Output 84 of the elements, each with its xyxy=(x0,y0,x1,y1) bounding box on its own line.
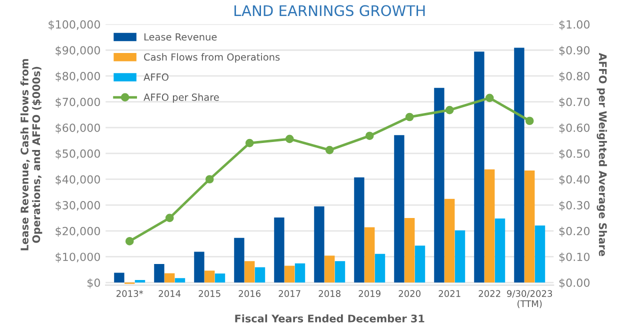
bar xyxy=(354,177,364,283)
bar xyxy=(204,270,215,283)
bar xyxy=(174,278,186,283)
y2-tick-label: $0.00 xyxy=(559,278,590,288)
x-tick-label: 2018 xyxy=(318,290,340,297)
y2-tick-label: $0.90 xyxy=(559,46,590,56)
y2-axis-title: AFFO per Weighted Average Share xyxy=(596,52,607,256)
point xyxy=(445,106,454,114)
point xyxy=(405,112,414,122)
legend-label: Lease Revenue xyxy=(144,33,217,41)
y-tick-label: $50,000 xyxy=(56,149,100,160)
y-tick-label: $20,000 xyxy=(56,226,100,237)
point xyxy=(365,132,374,140)
bar xyxy=(394,135,404,283)
y2-tick-label: $0.50 xyxy=(559,149,590,160)
bar xyxy=(374,254,386,283)
bar xyxy=(234,238,244,283)
bar xyxy=(514,48,524,283)
x-tick-label: 2013* xyxy=(116,290,144,297)
bar xyxy=(294,263,306,283)
y-tick-label: $100,000 xyxy=(48,20,100,30)
point xyxy=(245,138,254,148)
point xyxy=(205,175,214,184)
y2-tick-label: $0.30 xyxy=(559,200,590,211)
y-tick-label: $80,000 xyxy=(56,72,100,82)
x-tick-label: 2015 xyxy=(198,290,220,297)
bar xyxy=(324,256,335,283)
y-tick-label: $40,000 xyxy=(56,175,100,186)
point xyxy=(525,116,534,126)
bar xyxy=(194,252,204,283)
bar xyxy=(274,217,284,283)
bar xyxy=(494,218,506,283)
bar xyxy=(444,198,455,283)
y2-tick-label: $1.00 xyxy=(559,20,590,30)
bar xyxy=(364,227,375,283)
legend-label: Cash Flows from Operations xyxy=(144,53,280,63)
bar xyxy=(404,218,415,283)
y2-tick-label: $0.60 xyxy=(559,123,590,134)
y2-tick-label: $0.40 xyxy=(559,175,590,186)
y-tick-label: $90,000 xyxy=(56,46,100,56)
x-tick-label: 2016 xyxy=(238,290,261,297)
bar xyxy=(314,206,324,283)
x-tick-label: 9/30/2023 (TTM) xyxy=(507,290,552,308)
x-tick-label: 2019 xyxy=(358,290,380,297)
bar xyxy=(414,246,426,283)
y-tick-label: $70,000 xyxy=(56,98,100,108)
y-tick-label: $0 xyxy=(88,278,100,288)
bar xyxy=(534,225,546,283)
bar xyxy=(164,273,175,283)
y-tick-label: $60,000 xyxy=(56,123,100,134)
chart-title: LAND EARNINGS GROWTH xyxy=(234,5,425,16)
bar xyxy=(484,169,495,283)
y2-tick-label: $0.80 xyxy=(559,72,590,82)
point xyxy=(285,134,294,144)
bar xyxy=(334,261,346,283)
y2-tick-label: $0.10 xyxy=(559,252,590,263)
bar xyxy=(214,274,226,283)
point xyxy=(165,214,174,222)
point xyxy=(325,146,334,154)
bar xyxy=(254,267,266,283)
bar xyxy=(134,280,146,283)
x-axis-title: Fiscal Years Ended December 31 xyxy=(235,314,424,322)
y2-tick-label: $0.20 xyxy=(559,226,590,237)
bar xyxy=(454,230,466,283)
bar xyxy=(154,264,164,283)
point xyxy=(485,94,494,102)
bar xyxy=(244,261,255,283)
bar xyxy=(284,266,295,283)
y2-tick-label: $0.70 xyxy=(559,98,590,108)
bar xyxy=(434,88,444,283)
x-tick-label: 2021 xyxy=(438,290,460,297)
legend-label: AFFO xyxy=(144,73,168,81)
legend-label: AFFO per Share xyxy=(144,93,219,103)
y-tick-label: $10,000 xyxy=(56,252,100,263)
x-tick-label: 2017 xyxy=(278,290,300,297)
bar xyxy=(114,272,124,283)
bar xyxy=(474,52,484,283)
point xyxy=(125,237,134,246)
bar xyxy=(524,170,535,283)
y-tick-label: $30,000 xyxy=(56,200,100,211)
x-tick-label: 2022 xyxy=(478,290,500,297)
x-tick-label: 2014 xyxy=(158,290,181,297)
x-tick-label: 2020 xyxy=(398,290,420,297)
y-axis-title: Lease Revenue, Cash Flows from Operations, and AFFO ($000s) xyxy=(20,59,42,250)
